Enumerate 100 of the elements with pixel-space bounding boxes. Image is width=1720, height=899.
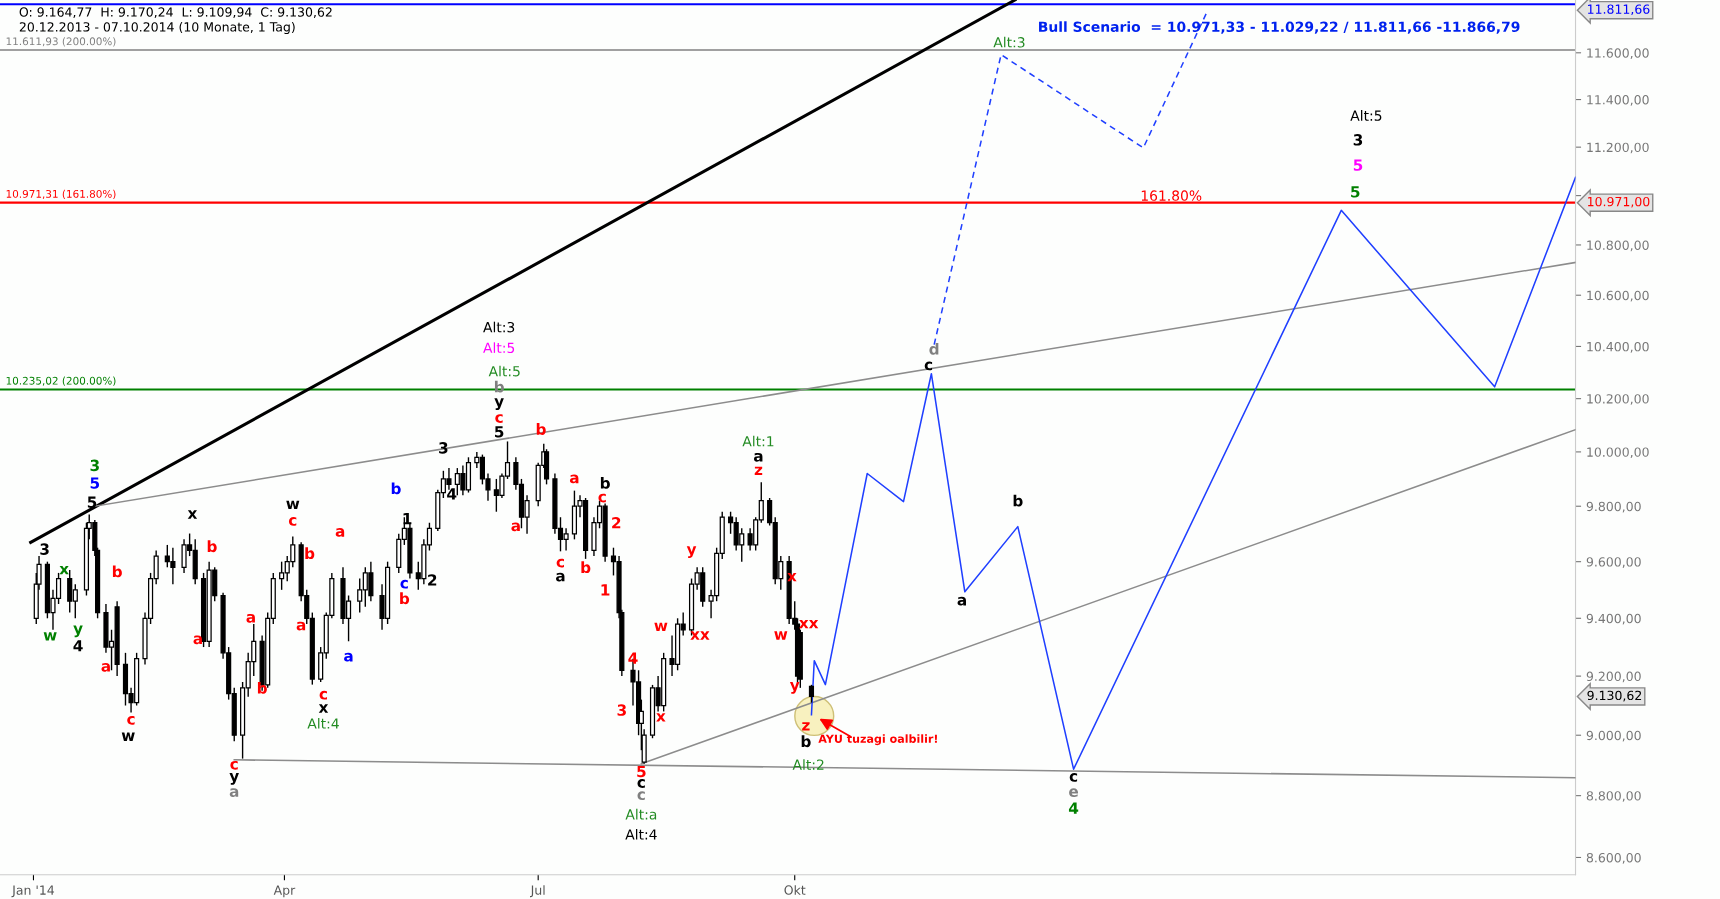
annotation: 5 (495, 426, 504, 438)
annotation: AYU tuzagi oalbilir! (818, 734, 937, 746)
annotation: c (127, 715, 135, 725)
y-tick-label: 11.200,00 (1587, 142, 1649, 154)
y-tick-label: 10.800,00 (1587, 240, 1649, 252)
annotation: w (286, 500, 300, 510)
annotation: c (1069, 773, 1078, 782)
annotation: w (654, 622, 668, 632)
annotation: x (656, 713, 666, 722)
annotation: 1 (403, 513, 412, 525)
y-tick-label: 11.600,00 (1587, 48, 1649, 59)
annotation: w (121, 732, 135, 741)
annotation: a (296, 621, 306, 631)
annotation: Alt:5 (483, 342, 515, 354)
annotation: Alt:4 (307, 718, 339, 729)
annotation: 3 (1353, 134, 1363, 146)
annotation: c (319, 690, 327, 700)
annotation: Alt:3 (993, 36, 1025, 48)
annotation: b (400, 592, 410, 605)
annotation: x (187, 510, 198, 519)
annotation: 5 (1353, 159, 1363, 171)
annotation: 3 (40, 543, 49, 555)
annotation: a (344, 652, 353, 662)
annotation: 161.80% (1141, 190, 1202, 201)
annotation: b (801, 735, 811, 748)
y-tick-label: 10.000,00 (1587, 447, 1649, 459)
y-tick-label: 8.600,00 (1586, 852, 1641, 864)
annotation: a (101, 663, 110, 672)
y-tick-label: 9.000,00 (1586, 730, 1641, 742)
annotation: 5 (87, 496, 97, 508)
y-tick-label: 9.600,00 (1586, 557, 1641, 568)
ref-line-label: 10.971,31 (161.80%) (6, 189, 116, 200)
annotation: a (229, 788, 239, 798)
annotation: 5 (90, 477, 100, 489)
annotation: Alt:2 (792, 759, 824, 770)
annotation: d (929, 342, 939, 355)
annotation: x (318, 704, 329, 713)
x-tick-label: Apr (273, 885, 296, 898)
annotation: b (391, 482, 401, 495)
annotation: 2 (612, 517, 621, 529)
x-tick-label: Jul (530, 885, 545, 898)
annotation: c (230, 760, 238, 770)
annotation: Alt:a (625, 808, 657, 820)
annotation: Alt:4 (625, 828, 657, 840)
annotation: 4 (1068, 802, 1079, 814)
y-tick-label: 9.800,00 (1586, 501, 1641, 513)
annotation: y (73, 625, 83, 638)
annotation: y (229, 773, 239, 785)
annotation: b (1013, 494, 1023, 507)
y-tick-label: 11.400,00 (1587, 95, 1649, 106)
annotation: xx (690, 631, 710, 640)
annotation: c (637, 779, 645, 788)
annotation: b (581, 561, 591, 574)
annotation: c (637, 791, 645, 801)
x-tick-label: Okt (784, 885, 806, 895)
x-tick-label: Jan '14 (11, 885, 55, 898)
annotation: a (193, 635, 202, 645)
y-tick-label: 9.200,00 (1586, 671, 1641, 683)
annotation: z (802, 722, 810, 731)
annotation: a (957, 596, 966, 606)
annotation: 4 (628, 652, 638, 664)
text: 10.971,00 (1588, 196, 1650, 208)
annotation: xx (799, 619, 819, 629)
annotation: Bull Scenario = 10.971,33 - 11.029,22 / 11.811,66 -11.866,79 (1039, 21, 1520, 34)
annotation: y (686, 546, 697, 558)
annotation: a (569, 474, 579, 484)
annotation: w (774, 631, 788, 640)
annotation: c (495, 414, 503, 423)
annotation: 5 (637, 765, 646, 778)
annotation: c (556, 558, 564, 568)
ref-line-label: 10.235,02 (200.00%) (6, 376, 116, 386)
annotation: Alt:5 (1350, 110, 1382, 121)
text: O: 9.164,77 H: 9.170,24 L: 9.109,94 C: 9.130,62 (19, 7, 332, 19)
annotation: 3 (439, 442, 448, 454)
annotation: a (246, 613, 255, 623)
annotation: c (288, 517, 297, 526)
ref-line-label: 11.611,93 (200.00%) (6, 37, 116, 47)
annotation: b (207, 540, 217, 553)
text: 11.811,66 (1588, 4, 1650, 16)
annotation: 5 (1351, 186, 1360, 198)
annotation: c (924, 361, 933, 371)
y-tick-label: 8.800,00 (1586, 791, 1641, 802)
annotation: a (753, 452, 763, 462)
annotation: a (556, 572, 565, 582)
annotation: y (494, 398, 504, 410)
annotation: c (400, 579, 408, 589)
annotation: b (112, 565, 122, 578)
annotation: y (789, 682, 800, 694)
annotation: Alt:5 (488, 365, 520, 377)
annotation: b (536, 423, 546, 435)
annotation: 3 (90, 459, 99, 472)
annotation: 4 (447, 488, 457, 500)
y-tick-label: 10.600,00 (1587, 290, 1649, 302)
annotation: b (600, 476, 610, 489)
y-tick-label: 10.400,00 (1587, 341, 1649, 353)
annotation: x (59, 565, 69, 575)
annotation: 4 (73, 640, 83, 652)
text: 20.12.2013 - 07.10.2014 (10 Monate, 1 Tag) (19, 21, 295, 35)
y-tick-label: 9.400,00 (1586, 613, 1641, 625)
annotation: b (257, 681, 267, 694)
